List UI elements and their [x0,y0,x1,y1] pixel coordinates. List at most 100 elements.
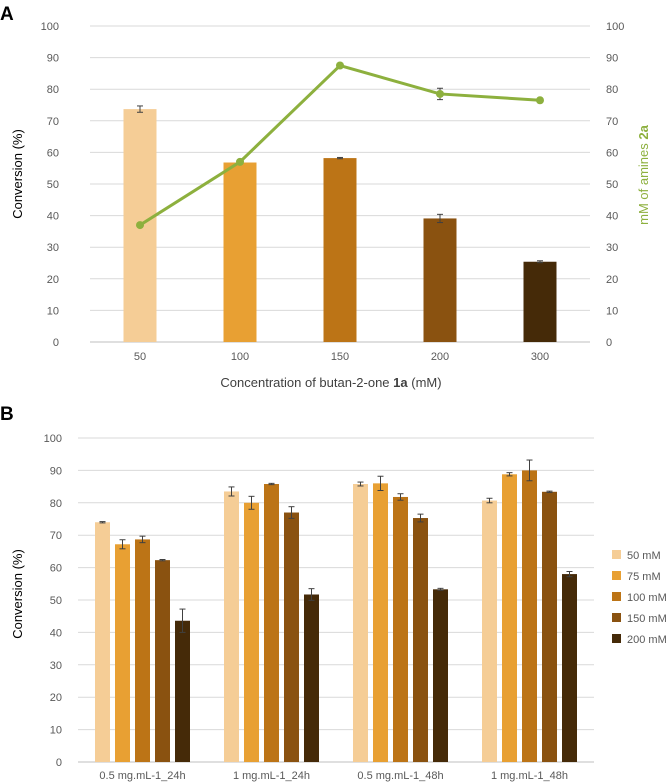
panel-b-x-tick-label: 1 mg.mL-1_24h [233,770,310,782]
panel-b-bar [393,496,408,762]
panel-a-y-tick-label: 20 [47,274,59,286]
panel-b-legend-swatch [612,550,621,559]
panel-a-y-tick-label: 100 [41,21,59,33]
panel-b-y-tick-labels: 0 10 20 30 40 50 60 70 80 90 100 [44,433,62,769]
panel-a-y2-tick-label: 0 [606,337,612,349]
panel-a-y2-title-bold: 2a [636,124,651,139]
panel-a-y2-tick-label: 40 [606,211,618,223]
panel-b-bar [482,500,497,762]
panel-a-y-axis-title: Conversion (%) [10,129,25,219]
panel-b-legend-swatch [612,571,621,580]
panel-b-y-tick-label: 60 [50,563,62,575]
panel-a-y2-axis-title: mM of amines 2a [636,124,651,224]
panel-a: A 0 10 20 30 40 50 60 70 80 90 100 0 10 20 30 40 50 60 70… [0,4,651,390]
panel-b-legend-label: 50 mM [627,550,661,562]
panel-b-bars [95,470,577,762]
panel-a-line-series [136,61,544,230]
panel-b-bar [304,594,319,762]
panel-b-legend: 50 mM 75 mM 100 mM 150 mM 200 mM [612,550,667,646]
panel-b-bar [135,539,150,762]
panel-b-error-bars [99,459,573,633]
panel-b-bar [373,483,388,762]
panel-a-y-tick-labels: 0 10 20 30 40 50 60 70 80 90 100 [41,21,59,349]
panel-a-line-point [436,89,444,98]
panel-b-bar [433,589,448,762]
panel-b-bar [502,474,517,762]
panel-b-legend-label: 200 mM [627,634,667,646]
panel-b-legend-label: 100 mM [627,592,667,604]
panel-b-legend-label: 75 mM [627,571,661,583]
panel-a-y-tick-label: 70 [47,116,59,128]
panel-a-y2-tick-label: 100 [606,21,624,33]
panel-a-bar [323,158,357,342]
panel-b-bar [353,484,368,762]
panel-a-y-tick-label: 50 [47,179,59,191]
panel-a-x-tick-label: 50 [134,351,146,363]
panel-b-y-tick-label: 70 [50,530,62,542]
panel-b-bar [175,620,190,762]
panel-a-x-tick-label: 100 [231,351,249,363]
panel-a-y2-tick-label: 30 [606,242,618,254]
panel-a-line-point [236,157,244,166]
panel-a-line-point [336,61,344,70]
panel-a-bar [223,162,257,342]
panel-a-line-point [536,96,544,105]
panel-a-y2-tick-label: 60 [606,147,618,159]
panel-a-y-tick-label: 30 [47,242,59,254]
panel-a-letter: A [0,4,14,25]
panel-b-bar [562,574,577,762]
panel-b-bar [155,560,170,762]
panel-b-bar [284,512,299,762]
panel-b-y-tick-label: 30 [50,660,62,672]
panel-b-legend-swatch [612,592,621,601]
panel-b-y-tick-label: 90 [50,465,62,477]
panel-b-legend-swatch [612,634,621,643]
panel-b-x-tick-label: 1 mg.mL-1_48h [491,770,568,782]
panel-a-x-tick-label: 300 [531,351,549,363]
panel-b-bar [95,522,110,762]
panel-b-x-tick-labels: 0.5 mg.mL-1_24h 1 mg.mL-1_24h 0.5 mg.mL-1_… [99,770,568,782]
panel-a-y-tick-label: 40 [47,211,59,223]
panel-b-x-tick-label: 0.5 mg.mL-1_24h [99,770,185,782]
panel-a-y2-tick-labels: 0 10 20 30 40 50 60 70 80 90 100 [606,21,624,349]
panel-b-bar [224,491,239,762]
panel-b-bar [264,484,279,762]
panel-b: B 0 10 20 30 40 50 60 70 80 90 100 0.5 mg.mL-1_24h… [0,404,667,782]
panel-b-y-tick-label: 40 [50,627,62,639]
panel-b-bar [413,518,428,762]
panel-b-legend-swatch [612,613,621,622]
panel-a-x-axis-title: Concentration of butan-2-one 1a (mM) [220,375,441,390]
panel-a-y2-tick-label: 90 [606,53,618,65]
panel-b-y-tick-label: 20 [50,692,62,704]
panel-b-y-tick-label: 0 [56,757,62,769]
panel-b-legend-label: 150 mM [627,613,667,625]
panel-b-x-tick-label: 0.5 mg.mL-1_48h [357,770,443,782]
panel-b-bar [244,502,259,762]
panel-a-y-tick-label: 10 [47,305,59,317]
panel-a-line-point [136,221,144,230]
panel-b-letter: B [0,404,14,425]
panel-a-y2-tick-label: 70 [606,116,618,128]
panel-a-x-tick-labels: 50 100 150 200 300 [134,351,549,363]
panel-b-y-tick-label: 80 [50,498,62,510]
panel-b-bar [522,470,537,762]
panel-a-bar [523,261,557,342]
panel-b-bar [542,491,557,762]
panel-a-bars [123,109,557,342]
panel-a-y-tick-label: 60 [47,147,59,159]
panel-a-x-title-suffix: (mM) [408,375,442,390]
panel-b-y-tick-label: 10 [50,725,62,737]
panel-b-y-axis-title: Conversion (%) [10,549,25,639]
panel-a-y2-tick-label: 20 [606,274,618,286]
panel-a-y2-tick-label: 10 [606,305,618,317]
panel-a-x-title-prefix: Concentration of butan-2-one [220,375,393,390]
panel-b-y-tick-label: 100 [44,433,62,445]
panel-a-y2-tick-label: 80 [606,84,618,96]
panel-a-y2-tick-label: 50 [606,179,618,191]
panel-a-x-tick-label: 200 [431,351,449,363]
panel-a-y-tick-label: 80 [47,84,59,96]
panel-b-y-tick-label: 50 [50,595,62,607]
panel-a-y-tick-label: 90 [47,53,59,65]
panel-a-x-tick-label: 150 [331,351,349,363]
